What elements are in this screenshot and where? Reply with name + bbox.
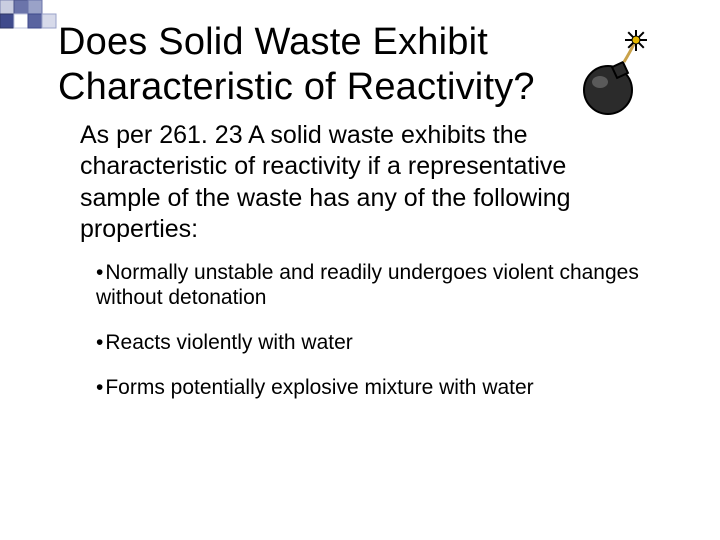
bullet-dot-icon: • bbox=[96, 261, 103, 284]
bullet-text: Normally unstable and readily undergoes … bbox=[96, 261, 639, 309]
slide-title: Does Solid Waste Exhibit Characteristic … bbox=[58, 20, 535, 110]
list-item: •Reacts violently with water bbox=[96, 330, 656, 355]
bullet-dot-icon: • bbox=[96, 331, 103, 354]
bullet-text: Forms potentially explosive mixture with… bbox=[105, 376, 533, 399]
slide-content: Does Solid Waste Exhibit Characteristic … bbox=[58, 20, 680, 420]
bomb-icon bbox=[570, 30, 650, 120]
bullet-text: Reacts violently with water bbox=[105, 331, 352, 354]
title-line-1: Does Solid Waste Exhibit bbox=[58, 21, 488, 63]
bullet-dot-icon: • bbox=[96, 376, 103, 399]
list-item: •Forms potentially explosive mixture wit… bbox=[96, 375, 656, 400]
bullet-list: •Normally unstable and readily undergoes… bbox=[96, 260, 656, 401]
title-line-2: Characteristic of Reactivity? bbox=[58, 66, 535, 108]
list-item: •Normally unstable and readily undergoes… bbox=[96, 260, 656, 310]
intro-paragraph: As per 261. 23 A solid waste exhibits th… bbox=[80, 120, 640, 246]
